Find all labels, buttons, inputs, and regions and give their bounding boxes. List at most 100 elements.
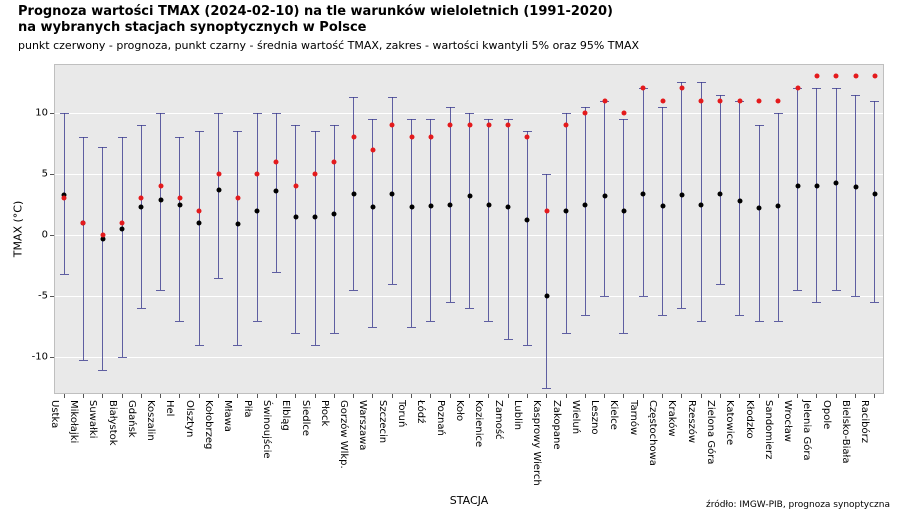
station-column: Białystok [122,64,123,394]
quantile-cap [832,88,841,89]
forecast-dot [351,135,356,140]
station-label: Kielce [608,400,619,430]
forecast-dot [814,74,819,79]
x-tick-mark [218,394,219,398]
forecast-dot [274,159,279,164]
station-label: Mikołajki [68,400,79,443]
forecast-dot [757,98,762,103]
forecast-dot [641,86,646,91]
x-tick-mark [237,394,238,398]
quantile-cap [542,388,551,389]
mean-dot [177,202,182,207]
mean-dot [120,227,125,232]
mean-dot [313,214,318,219]
station-label: Warszawa [357,400,368,450]
x-tick-mark [797,394,798,398]
mean-dot [814,184,819,189]
quantile-cap [716,95,725,96]
station-label: Kasprowy Wierch [531,400,542,486]
plot-border [54,64,55,394]
station-label: Łódź [415,400,426,423]
quantile-cap [562,333,571,334]
quantile-range-bar [102,147,103,369]
station-label: Mława [222,400,233,432]
quantile-range-bar [874,101,875,303]
quantile-cap [697,82,706,83]
mean-dot [197,220,202,225]
station-label: Koszalin [145,400,156,441]
station-column: Częstochowa [662,64,663,394]
forecast-dot [139,196,144,201]
x-tick-mark [778,394,779,398]
x-tick-mark [334,394,335,398]
quantile-range-bar [179,137,180,320]
station-column: Toruń [411,64,412,394]
quantile-cap [253,321,262,322]
quantile-cap [465,308,474,309]
quantile-cap [851,95,860,96]
mean-dot [448,202,453,207]
station-label: Suwałki [87,400,98,438]
station-column: Kołobrzeg [218,64,219,394]
quantile-cap [407,119,416,120]
mean-dot [718,191,723,196]
x-tick-mark [508,394,509,398]
station-label: Toruń [396,400,407,427]
x-tick-mark [759,394,760,398]
quantile-cap [118,357,127,358]
station-label: Gorzów Wlkp. [338,400,349,469]
quantile-cap [870,101,879,102]
quantile-range-bar [662,107,663,315]
x-tick-mark [662,394,663,398]
quantile-cap [214,113,223,114]
quantile-range-bar [739,101,740,315]
quantile-cap [330,125,339,126]
x-tick-mark [469,394,470,398]
x-tick-mark [315,394,316,398]
quantile-cap [542,174,551,175]
station-label: Siedlce [300,400,311,436]
quantile-cap [465,113,474,114]
quantile-cap [388,284,397,285]
x-tick-mark [179,394,180,398]
quantile-cap [60,113,69,114]
mean-dot [332,212,337,217]
station-label: Płock [319,400,330,426]
forecast-dot [81,220,86,225]
station-column: Świnoujście [276,64,277,394]
forecast-dot [390,123,395,128]
quantile-cap [446,107,455,108]
forecast-dot [506,123,511,128]
quantile-cap [870,302,879,303]
station-label: Hel [164,400,175,416]
x-tick-mark [527,394,528,398]
mean-dot [525,218,530,223]
mean-dot [293,214,298,219]
mean-dot [506,205,511,210]
forecast-dot [409,135,414,140]
quantile-cap [60,274,69,275]
station-label: Rzeszów [686,400,697,443]
forecast-dot [467,123,472,128]
quantile-range-bar [199,131,200,345]
station-column: Gdańsk [141,64,142,394]
station-column: Racibórz [874,64,875,394]
mean-dot [351,191,356,196]
x-tick-mark [199,394,200,398]
quantile-range-bar [720,95,721,284]
forecast-dot [293,184,298,189]
quantile-range-bar [797,88,798,290]
x-tick-mark [392,394,393,398]
quantile-cap [697,321,706,322]
forecast-dot [834,74,839,79]
x-tick-mark [64,394,65,398]
quantile-range-bar [836,88,837,290]
mean-dot [409,205,414,210]
quantile-range-bar [855,95,856,297]
forecast-dot [120,220,125,225]
quantile-range-bar [546,174,547,388]
quantile-cap [735,315,744,316]
station-column: Opole [836,64,837,394]
quantile-range-bar [508,119,509,339]
forecast-dot [448,123,453,128]
